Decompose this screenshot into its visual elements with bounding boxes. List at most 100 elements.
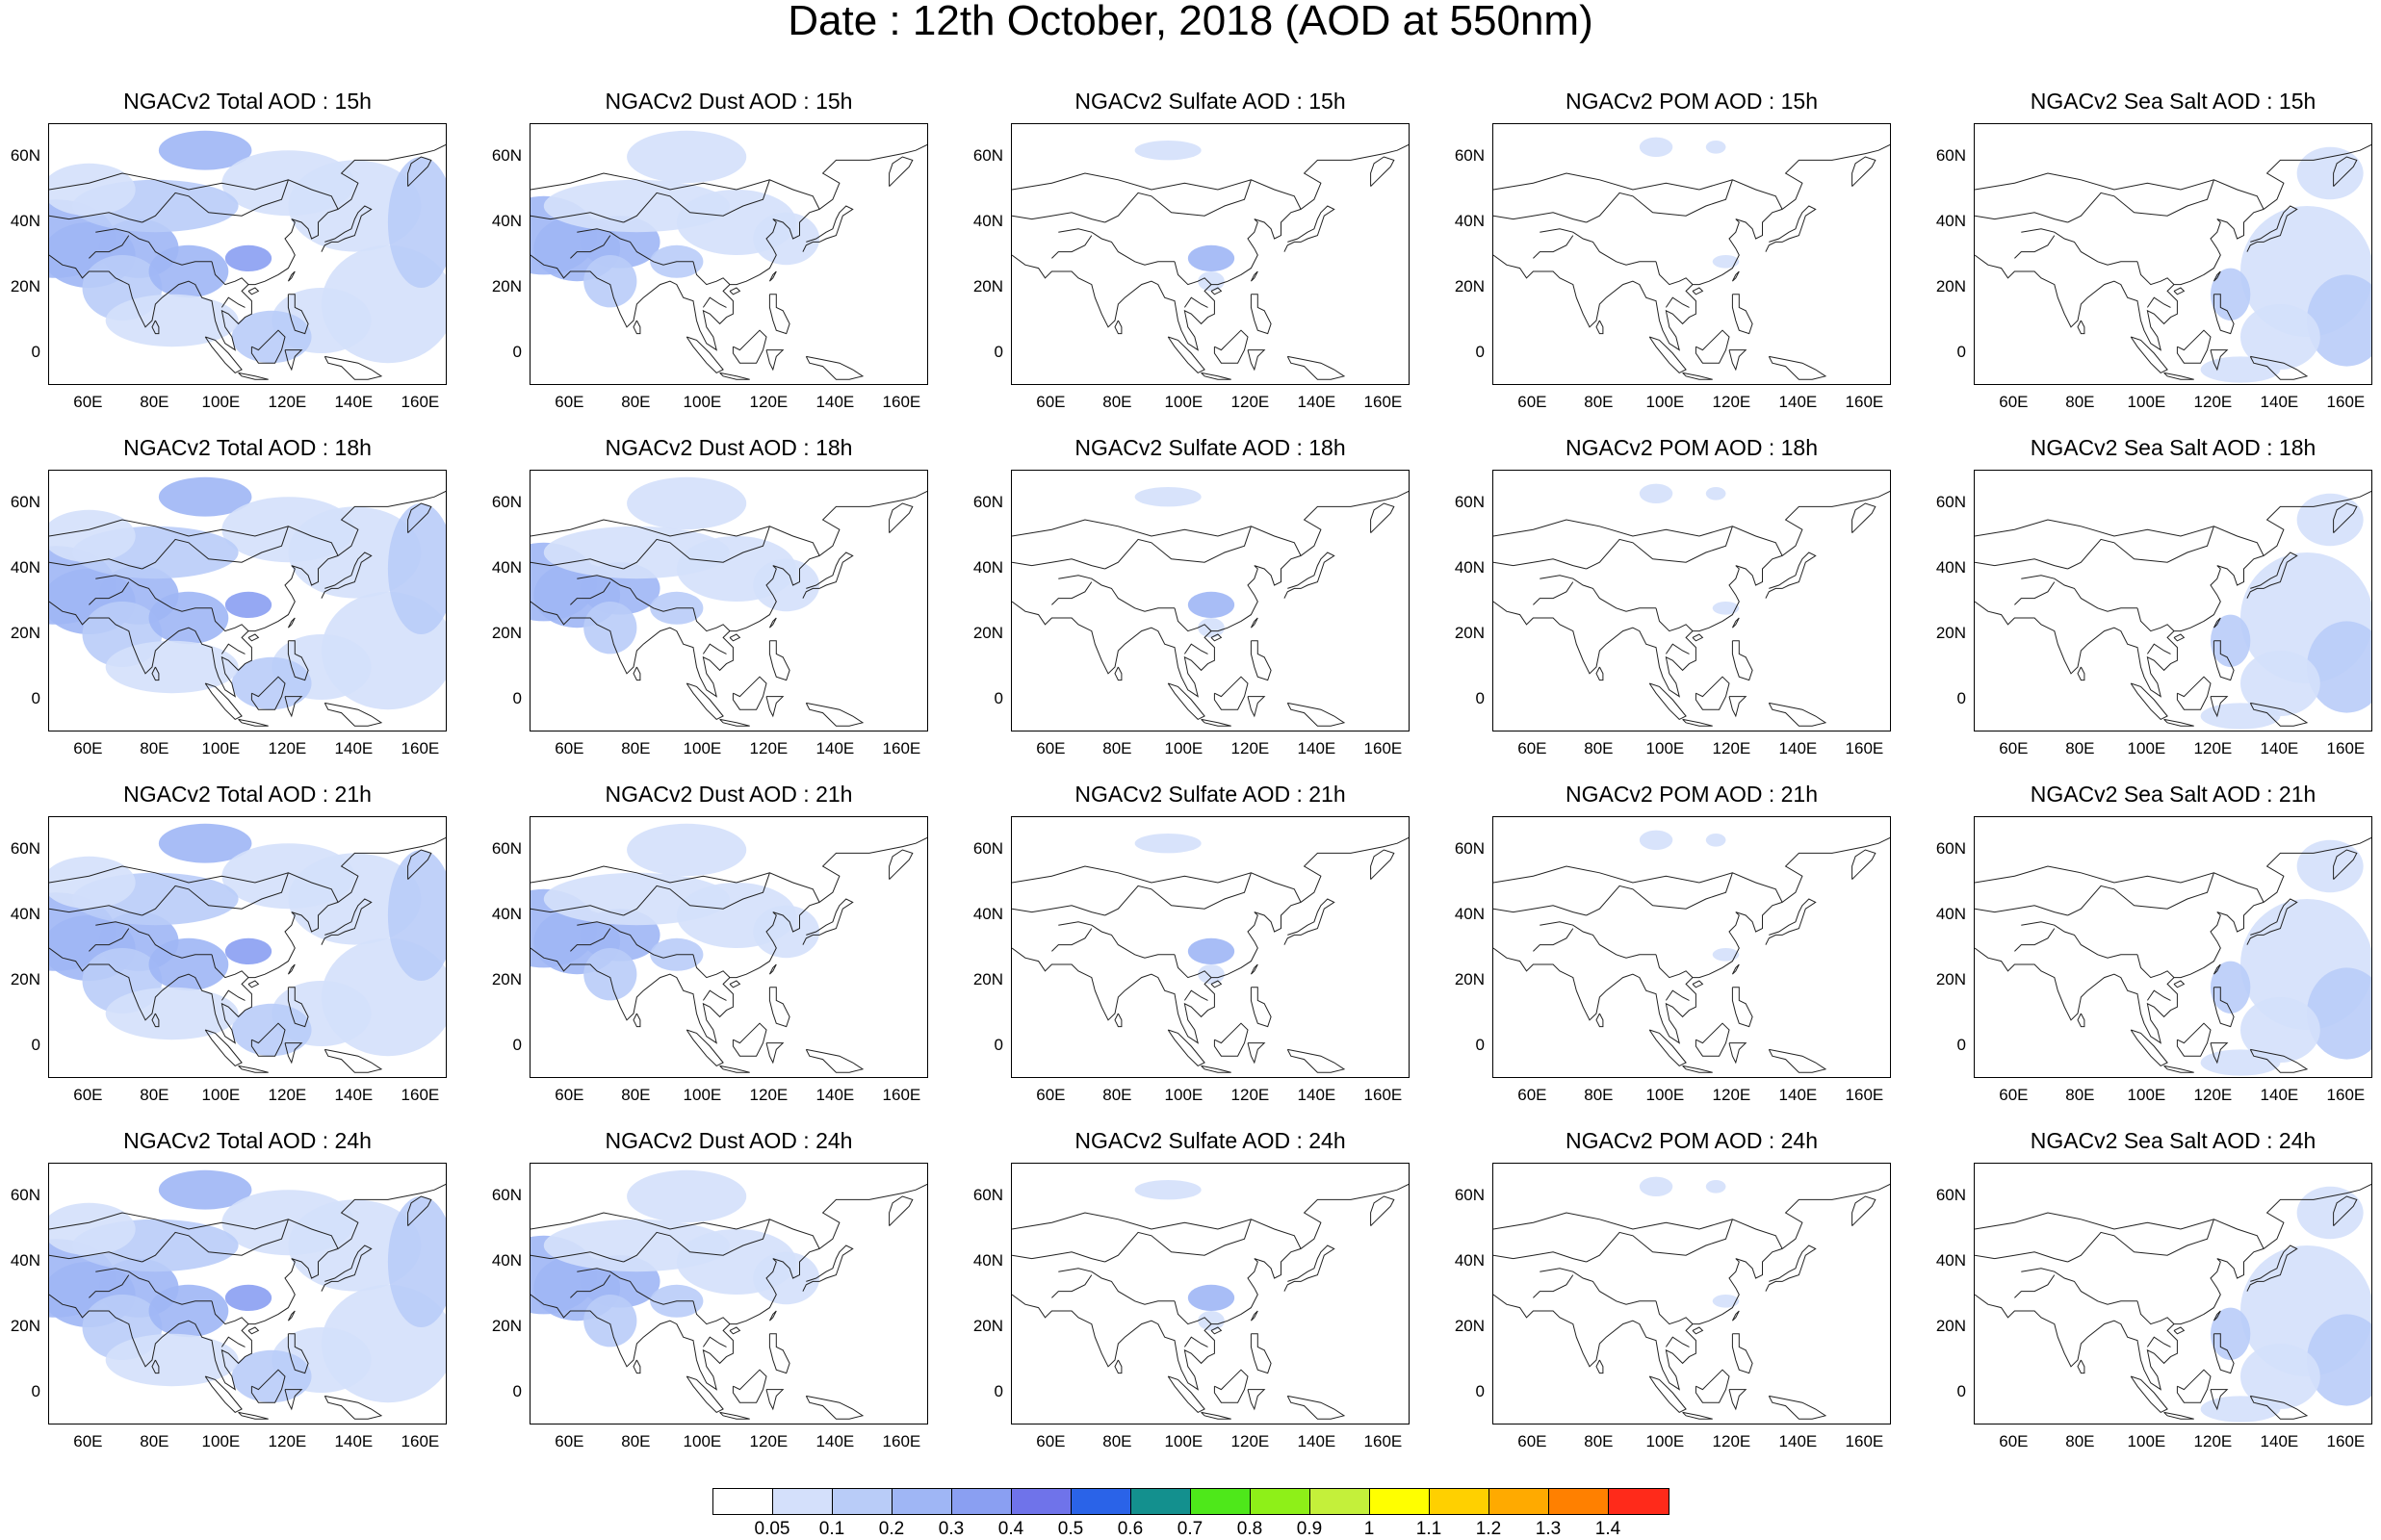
lon-tick-label: 160E: [1845, 393, 1884, 411]
coastline: [1493, 836, 1890, 1044]
aod-field-patch: [2240, 304, 2320, 370]
aod-field-patch: [2296, 493, 2364, 547]
lat-tick-label: 20N: [10, 1317, 40, 1335]
coastline: [732, 676, 767, 710]
lon-tick-label: 100E: [201, 1432, 241, 1450]
lon-tick-label: 100E: [201, 739, 241, 757]
lat-tick-label: 60N: [1935, 1186, 1966, 1204]
coastline: [1731, 987, 1753, 1028]
panel-title: NGACv2 Sea Salt AOD : 18h: [2030, 435, 2316, 460]
coastline: [1493, 1212, 1783, 1249]
lon-tick-label: 100E: [1645, 1086, 1685, 1104]
coastline: [49, 1212, 339, 1249]
lat-tick-label: 0: [512, 1382, 522, 1400]
lat-tick-label: 0: [1956, 343, 1966, 361]
lat-tick-label: 0: [31, 689, 40, 707]
coastline: [768, 617, 777, 629]
lon-tick-label: 80E: [621, 1432, 651, 1450]
lat-tick-label: 40N: [1935, 905, 1966, 923]
coastline: [889, 1195, 914, 1226]
lon-tick-label: 60E: [1036, 1086, 1066, 1104]
map-canvas: [1975, 143, 2371, 383]
coastline: [1183, 1336, 1208, 1348]
lon-tick-label: 60E: [73, 739, 103, 757]
coastline: [89, 1274, 130, 1298]
coastline: [1682, 718, 1713, 727]
lon-tick-label: 140E: [1778, 1432, 1818, 1450]
coastline: [95, 921, 212, 959]
colorbar-label: 1.4: [1594, 1519, 1621, 1539]
lat-tick-label: 40N: [972, 212, 1003, 230]
coastline: [1648, 682, 1687, 721]
lon-tick-label: 60E: [1517, 1432, 1547, 1450]
coastline: [1058, 228, 1175, 266]
coastline: [1283, 898, 1335, 945]
aod-field-patch: [158, 130, 252, 170]
aod-field-patch: [1134, 834, 1202, 854]
coastline: [1695, 329, 1730, 364]
coastline: [2146, 989, 2171, 1001]
coastline: [1731, 1333, 1753, 1374]
lon-tick-label: 80E: [2065, 739, 2095, 757]
lat-tick-label: 60N: [10, 1186, 40, 1204]
coastline: [1975, 558, 2068, 570]
aod-field-patch: [224, 591, 272, 618]
coastline: [802, 898, 854, 945]
coastline: [692, 261, 731, 286]
coastline: [1210, 633, 1223, 642]
aod-field-patch: [148, 937, 229, 991]
colorbar-swatch: [1072, 1489, 1131, 1514]
coastline: [1665, 1336, 1690, 1348]
lon-tick-label: 120E: [1230, 393, 1270, 411]
coastline: [95, 228, 212, 266]
coastline: [2014, 1274, 2056, 1298]
lat-tick-label: 40N: [491, 558, 522, 577]
coastline: [633, 666, 641, 681]
coastline: [49, 1251, 142, 1263]
coastline: [1765, 205, 1817, 252]
colorbar-swatch: [893, 1489, 952, 1514]
aod-field-patch: [583, 255, 637, 308]
coastline: [765, 1389, 785, 1411]
panel-title: NGACv2 Total AOD : 18h: [123, 435, 372, 460]
lon-tick-label: 140E: [2260, 739, 2299, 757]
coastline: [324, 1048, 383, 1073]
lon-tick-label: 120E: [749, 1432, 789, 1450]
aod-map-dust: [530, 470, 928, 732]
lat-tick-label: 60N: [1454, 839, 1485, 858]
coastline: [1595, 1359, 1604, 1374]
lon-tick-label: 80E: [1584, 1086, 1614, 1104]
lat-tick-label: 0: [1475, 1036, 1485, 1054]
aod-field-patch: [105, 294, 239, 347]
colorbar-swatch: [1310, 1489, 1370, 1514]
coastline: [2213, 270, 2221, 282]
coastline: [889, 849, 914, 880]
coastline: [1167, 682, 1205, 721]
aod-field-patch: [627, 130, 747, 184]
coastline: [2067, 1219, 2214, 1263]
coastline: [1975, 212, 2068, 223]
lon-tick-label: 60E: [1036, 739, 1066, 757]
coastline: [570, 1274, 611, 1298]
panel-title: NGACv2 POM AOD : 18h: [1565, 435, 1819, 460]
lon-tick-label: 160E: [882, 1432, 921, 1450]
coastline: [1533, 581, 1574, 605]
coastline: [287, 1333, 309, 1374]
coastline: [729, 980, 741, 988]
coastline: [719, 1065, 750, 1073]
coastline: [1586, 179, 1733, 223]
coastline: [211, 1300, 249, 1325]
panel-title: NGACv2 Dust AOD : 15h: [605, 89, 853, 114]
aod-field-patch: [158, 476, 252, 517]
lon-tick-label: 120E: [2193, 1432, 2233, 1450]
lat-tick-label: 20N: [1454, 970, 1485, 988]
coastline: [1012, 143, 1409, 351]
coastline: [238, 372, 269, 380]
coastline: [702, 296, 727, 308]
coastline: [142, 179, 289, 223]
coastline: [1768, 1395, 1827, 1420]
coastline: [1665, 989, 1690, 1001]
lat-tick-label: 20N: [491, 970, 522, 988]
coastline: [531, 905, 624, 916]
coastline: [287, 270, 296, 282]
